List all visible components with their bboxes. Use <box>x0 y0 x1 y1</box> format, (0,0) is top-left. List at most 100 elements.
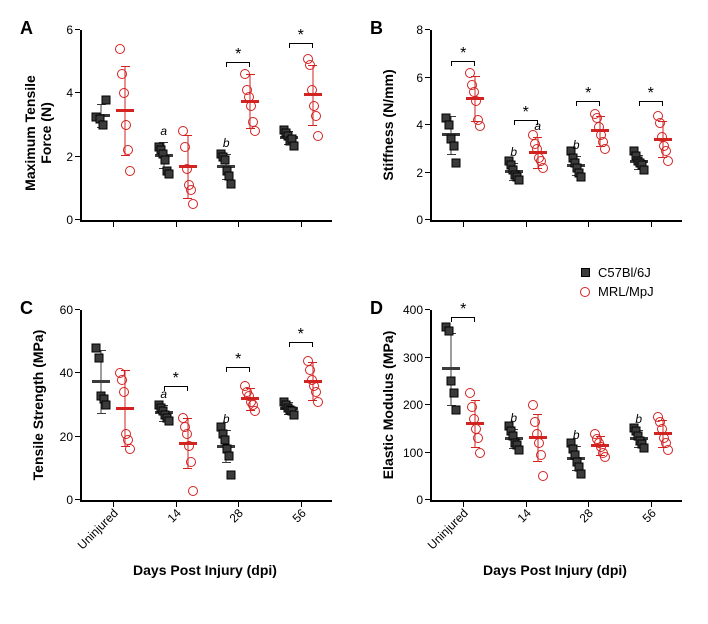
legend: C57Bl/6JMRL/MpJ <box>578 265 654 303</box>
mrl-point <box>250 406 260 416</box>
mrl-point <box>475 448 485 458</box>
ytick <box>75 372 80 373</box>
xtick-label: Uninjured <box>425 506 471 552</box>
xtick <box>301 502 302 507</box>
stat-annot: b <box>223 136 230 150</box>
mrl-point <box>592 113 602 123</box>
c57-point <box>444 327 453 336</box>
xtick <box>651 502 652 507</box>
sig-star: * <box>523 104 529 122</box>
ytick <box>425 219 430 220</box>
mrl-point <box>125 166 135 176</box>
xtick <box>301 222 302 227</box>
xtick <box>113 222 114 227</box>
c57-point <box>577 173 586 182</box>
mrl-point <box>178 413 188 423</box>
mrl-point <box>311 111 321 121</box>
xtick <box>588 502 589 507</box>
sig-star: * <box>298 27 304 45</box>
mrl-point <box>240 69 250 79</box>
legend-item: MRL/MpJ <box>578 284 654 299</box>
mrl-point <box>538 163 548 173</box>
mrl-point <box>530 417 540 427</box>
mrl-point <box>305 365 315 375</box>
x-axis-label: Days Post Injury (dpi) <box>80 562 330 578</box>
sig-star: * <box>298 326 304 344</box>
mrl-point <box>180 142 190 152</box>
stat-annot: a <box>160 124 167 138</box>
ytick-label: 4 <box>66 86 73 100</box>
ytick-label: 6 <box>416 71 423 85</box>
c57-point <box>449 142 458 151</box>
xtick <box>463 502 464 507</box>
ytick <box>425 77 430 78</box>
c57-point <box>447 377 456 386</box>
mrl-point <box>123 145 133 155</box>
panel-label-D: D <box>370 298 383 319</box>
ytick <box>75 156 80 157</box>
ytick-label: 4 <box>416 118 423 132</box>
sig-star: * <box>235 46 241 64</box>
ytick <box>75 436 80 437</box>
ytick-label: 0 <box>416 493 423 507</box>
c57-point <box>639 443 648 452</box>
legend-label: MRL/MpJ <box>598 284 654 299</box>
stat-annot: b <box>573 138 580 152</box>
x-axis-label: Days Post Injury (dpi) <box>430 562 680 578</box>
mrl-point <box>657 424 667 434</box>
mrl-point <box>661 146 671 156</box>
mrl-point <box>471 96 481 106</box>
mrl-point <box>465 388 475 398</box>
mrl-point <box>469 87 479 97</box>
mrl-point <box>309 101 319 111</box>
y-axis-label: Maximum TensileForce (N) <box>22 125 54 141</box>
legend-circle-icon <box>580 287 590 297</box>
xtick <box>463 222 464 227</box>
mrl-point <box>313 397 323 407</box>
c57-point <box>449 389 458 398</box>
ytick-label: 60 <box>60 303 73 317</box>
ytick <box>425 357 430 358</box>
panel-label-B: B <box>370 18 383 39</box>
xtick <box>176 502 177 507</box>
xtick <box>238 502 239 507</box>
mrl-point <box>186 185 196 195</box>
figure-root: A0246ab**Maximum TensileForce (N)B02468b… <box>10 10 708 614</box>
ytick <box>75 92 80 93</box>
ytick-label: 8 <box>416 23 423 37</box>
xtick-label: 28 <box>577 506 596 525</box>
xtick-label: 56 <box>639 506 658 525</box>
ytick-label: 0 <box>66 213 73 227</box>
mrl-point <box>311 387 321 397</box>
sig-star: * <box>460 45 466 63</box>
mrl-point <box>119 88 129 98</box>
mrl-point <box>663 156 673 166</box>
c57-point <box>514 175 523 184</box>
mrl-point <box>244 92 254 102</box>
ytick-label: 0 <box>66 493 73 507</box>
xtick <box>526 502 527 507</box>
xtick <box>588 222 589 227</box>
c57-point <box>577 469 586 478</box>
c57-point <box>164 416 173 425</box>
sig-star: * <box>648 85 654 103</box>
c57-point <box>221 435 230 444</box>
c57-point <box>452 405 461 414</box>
mrl-point <box>465 68 475 78</box>
ytick <box>75 29 80 30</box>
mrl-point <box>188 486 198 496</box>
c57-point <box>227 179 236 188</box>
stat-annot: b <box>573 428 580 442</box>
mrl-point <box>246 101 256 111</box>
c57-point <box>639 166 648 175</box>
xtick-label: Uninjured <box>75 506 121 552</box>
sig-star: * <box>173 370 179 388</box>
ytick-label: 2 <box>66 150 73 164</box>
mrl-point <box>307 85 317 95</box>
mrl-point <box>117 69 127 79</box>
ytick <box>75 309 80 310</box>
plot-area-A: 0246ab** <box>80 30 332 222</box>
legend-square-icon <box>581 268 590 277</box>
c57-point <box>452 159 461 168</box>
mrl-point <box>469 414 479 424</box>
